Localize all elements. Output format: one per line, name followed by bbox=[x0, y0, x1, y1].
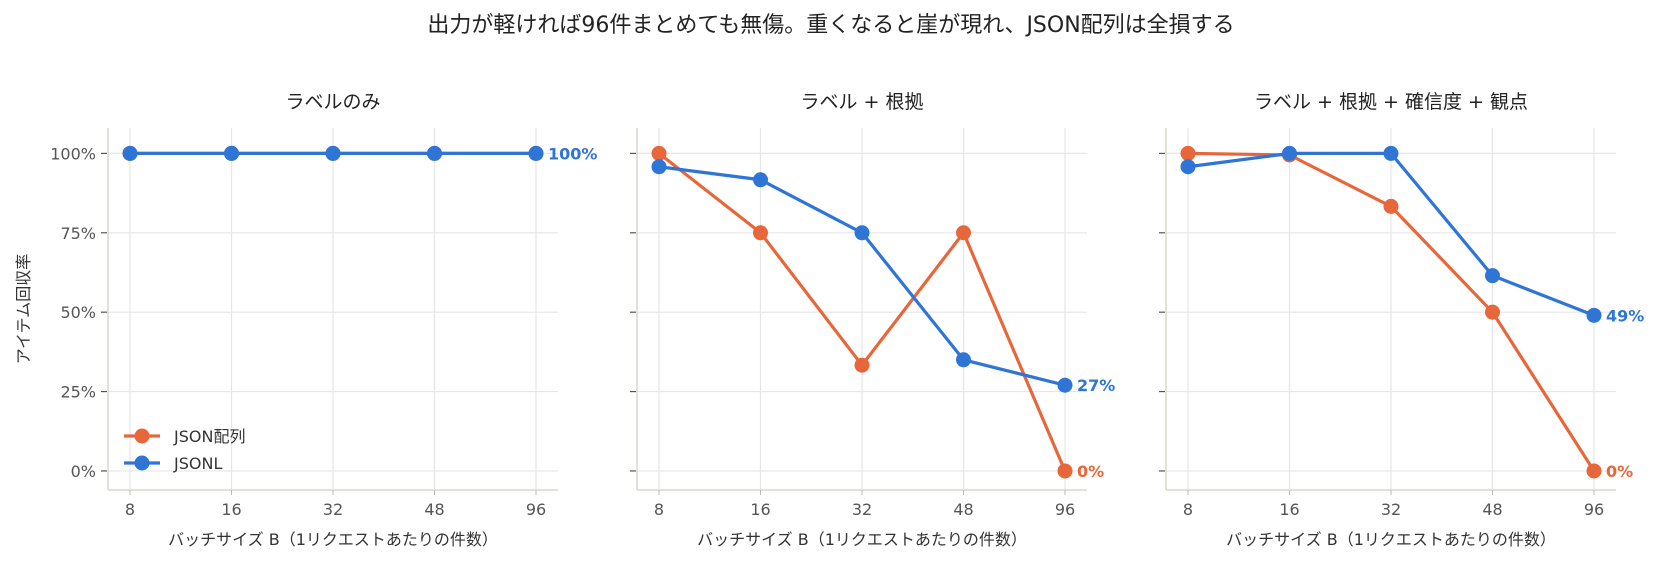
legend-marker bbox=[134, 455, 150, 471]
x-axis-label: バッチサイズ B（1リクエストあたりの件数） bbox=[1226, 530, 1556, 549]
data-point bbox=[528, 145, 544, 161]
data-point bbox=[854, 357, 870, 373]
y-tick-label: 100% bbox=[50, 144, 96, 163]
panel-2: 8 16 32 48 96 バッチサイズ B（1リクエストあたりの件数） ラベル + 根拠 2… bbox=[630, 91, 1115, 549]
data-point bbox=[1485, 268, 1500, 284]
panel-title: ラベル + 根拠 bbox=[801, 91, 924, 113]
x-tick-label: 32 bbox=[323, 500, 343, 519]
data-point bbox=[1383, 198, 1399, 214]
x-tick-label: 48 bbox=[424, 500, 444, 519]
data-point bbox=[1383, 145, 1399, 161]
x-axis-label: バッチサイズ B（1リクエストあたりの件数） bbox=[697, 530, 1027, 549]
data-point bbox=[1057, 463, 1073, 479]
data-point bbox=[651, 159, 667, 175]
x-tick-label: 8 bbox=[125, 500, 135, 519]
end-value-label: 100% bbox=[548, 144, 597, 163]
x-tick-label: 16 bbox=[750, 500, 770, 519]
y-tick-label: 75% bbox=[60, 224, 96, 243]
x-tick-label: 48 bbox=[1482, 500, 1502, 519]
data-point bbox=[956, 352, 971, 368]
legend-marker bbox=[134, 428, 150, 444]
data-point bbox=[224, 145, 239, 161]
data-point bbox=[753, 225, 768, 241]
data-point bbox=[1180, 159, 1196, 175]
chart-suptitle: 出力が軽ければ96件まとめても無傷。重くなると崖が現れ、JSON配列は全損する bbox=[427, 13, 1234, 38]
y-tick-label: 25% bbox=[60, 383, 96, 402]
panel-3: 8 16 32 48 96 バッチサイズ B（1リクエストあたりの件数） ラベル + 根拠 … bbox=[1159, 91, 1644, 549]
x-tick-label: 16 bbox=[1279, 500, 1299, 519]
y-tick-label: 50% bbox=[60, 303, 96, 322]
x-tick-label: 96 bbox=[1055, 500, 1075, 519]
legend-label: JSONL bbox=[173, 454, 222, 473]
panel-title: ラベルのみ bbox=[285, 91, 380, 113]
x-tick-label: 96 bbox=[1584, 500, 1604, 519]
y-axis-label: アイテム回収率 bbox=[14, 254, 33, 364]
data-point bbox=[956, 225, 971, 241]
y-tick-label: 0% bbox=[71, 462, 96, 481]
data-point bbox=[1180, 145, 1196, 161]
x-tick-label: 96 bbox=[526, 500, 546, 519]
data-point bbox=[1586, 307, 1602, 323]
chart-panels: 0% 25% 50% 75% 100% 8 16 32 48 96 バッチサイズ B（1リクエストあ… bbox=[50, 91, 1644, 549]
end-value-label: 0% bbox=[1606, 462, 1633, 481]
data-point bbox=[427, 145, 442, 161]
end-value-label: 49% bbox=[1606, 306, 1644, 325]
legend-label: JSON配列 bbox=[173, 427, 245, 446]
x-tick-label: 8 bbox=[1183, 500, 1193, 519]
data-point bbox=[854, 225, 870, 241]
data-point bbox=[1586, 463, 1602, 479]
data-point bbox=[753, 172, 768, 188]
x-tick-label: 48 bbox=[953, 500, 973, 519]
data-point bbox=[1282, 145, 1297, 161]
data-point bbox=[651, 145, 667, 161]
x-tick-label: 32 bbox=[1381, 500, 1401, 519]
x-tick-label: 8 bbox=[654, 500, 664, 519]
data-point bbox=[122, 145, 138, 161]
data-point bbox=[325, 145, 341, 161]
x-tick-label: 16 bbox=[221, 500, 241, 519]
x-tick-label: 32 bbox=[852, 500, 872, 519]
data-point bbox=[1057, 377, 1073, 393]
panel-1: 0% 25% 50% 75% 100% 8 16 32 48 96 バッチサイズ B（1リクエストあ… bbox=[50, 91, 597, 549]
end-value-label: 27% bbox=[1077, 376, 1115, 395]
data-point bbox=[1485, 304, 1500, 320]
x-axis-label: バッチサイズ B（1リクエストあたりの件数） bbox=[168, 530, 498, 549]
panel-title: ラベル + 根拠 + 確信度 + 観点 bbox=[1254, 91, 1528, 113]
end-value-label: 0% bbox=[1077, 462, 1104, 481]
